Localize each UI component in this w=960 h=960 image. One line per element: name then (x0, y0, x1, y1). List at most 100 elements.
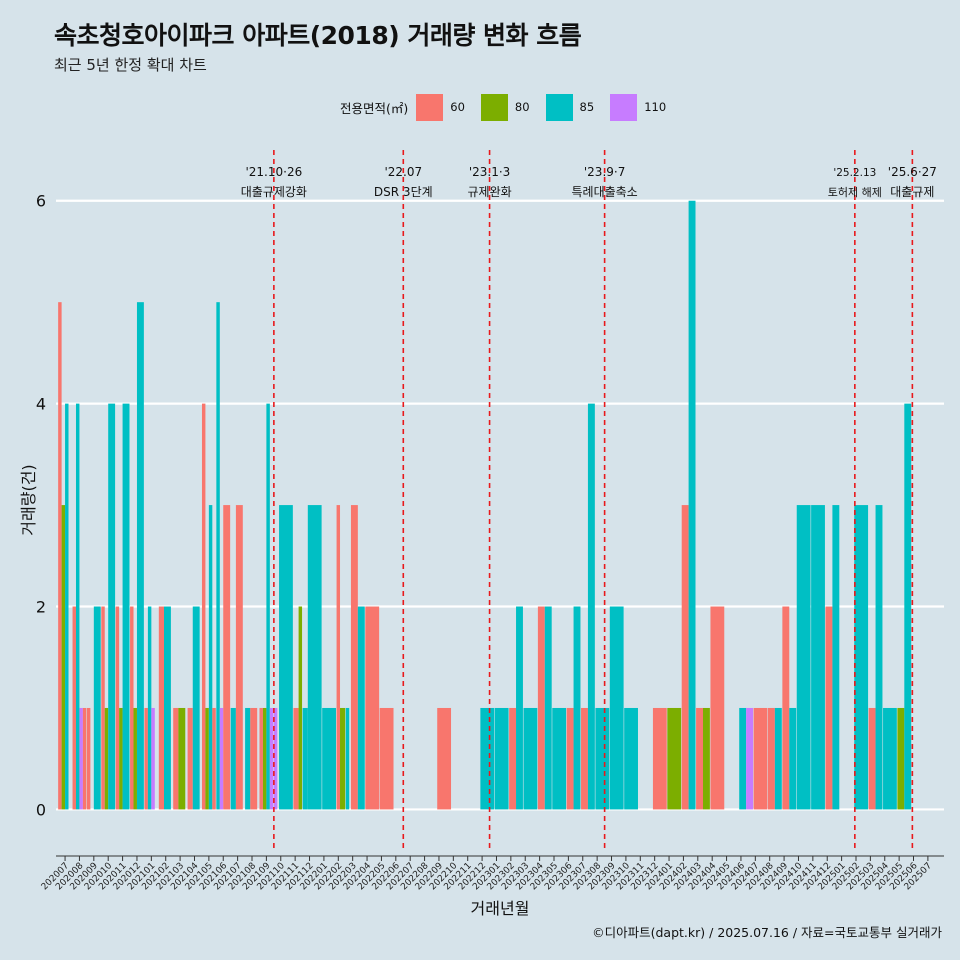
bar-202109-110-42 (269, 707, 274, 810)
bar-202412-85-90 (832, 505, 840, 810)
bar-202411-85-88 (811, 505, 825, 810)
bar-202011-80-14 (119, 707, 123, 810)
bar-202111-80-46 (298, 606, 303, 810)
bar-202301-85-59 (494, 707, 509, 810)
bar-202011-85-15 (122, 403, 130, 810)
bar-202109-60-39 (259, 707, 263, 810)
bar-202403-60-77 (696, 707, 703, 810)
legend-key-80 (480, 93, 508, 121)
bar-202403-80-78 (702, 707, 710, 810)
bar-202007-85-2 (65, 403, 69, 810)
bar-202504-85-94 (883, 707, 897, 810)
event-desc-label-2: 규제완화 (467, 185, 511, 199)
bar-202503-85-93 (875, 505, 883, 810)
bar-202409-60-85 (782, 606, 790, 810)
bar-202312-60-73 (652, 707, 667, 810)
bar-202205-60-56 (379, 707, 394, 810)
bar-202110-110-43 (273, 707, 278, 810)
event-date-label-4: '25.2.13 (833, 167, 876, 179)
bar-202304-60-63 (537, 606, 545, 810)
bar-202010-80-11 (104, 707, 109, 810)
y-tick-label-2: 2 (36, 598, 46, 617)
bar-202107-60-36 (235, 505, 243, 810)
bar-202402-85-76 (688, 200, 696, 810)
bar-202112-85-47 (302, 707, 308, 810)
bar-202008-60-7 (82, 707, 87, 810)
legend-item-60: 60 (416, 93, 477, 121)
bar-202409-85-86 (789, 707, 797, 810)
event-desc-label-4: 토허제 해제 (828, 185, 882, 199)
bar-202203-85-52 (345, 707, 350, 810)
bar-202502-85-91 (854, 505, 869, 810)
bar-202012-60-16 (130, 606, 134, 810)
bar-202401-80-74 (667, 707, 682, 810)
bar-202402-60-75 (681, 505, 689, 810)
bar-202209-60-57 (437, 707, 452, 810)
bar-202303-85-62 (523, 707, 538, 810)
bar-202408-60-83 (767, 707, 775, 810)
bar-202107-85-35 (230, 707, 236, 810)
bar-202106-60-34 (223, 505, 231, 810)
legend-key-60 (416, 93, 444, 121)
bar-202406-85-80 (739, 707, 747, 810)
bar-202203-60-53 (350, 505, 358, 810)
bar-202307-60-68 (581, 707, 588, 810)
bar-202009-60-8 (86, 707, 91, 810)
bar-202304-85-64 (544, 606, 552, 810)
y-tick-label-6: 6 (36, 192, 46, 211)
bar-202007-80-1 (61, 505, 66, 810)
y-tick-label-4: 4 (36, 395, 46, 414)
bar-202105-60-31 (212, 707, 216, 810)
bar-202412-60-89 (825, 606, 833, 810)
bar-202009-85-9 (93, 606, 101, 810)
bars (58, 200, 912, 810)
bar-202106-110-33 (219, 707, 224, 810)
event-date-label-2: '23.1·3 (469, 165, 510, 179)
bar-202105-80-29 (205, 707, 209, 810)
x-axis-title: 거래년월 (471, 899, 530, 918)
bar-202110-85-44 (279, 505, 293, 810)
y-tick-label-0: 0 (36, 800, 46, 819)
bar-202108-60-38 (250, 707, 258, 810)
bar-202201-85-49 (322, 707, 336, 810)
bar-202008-110-6 (79, 707, 83, 810)
bar-202008-60-4 (72, 606, 76, 810)
legend-item-80: 80 (480, 93, 542, 121)
bar-202310-85-72 (624, 707, 638, 810)
bar-202007-60-0 (58, 302, 62, 810)
legend-label-60: 60 (450, 100, 465, 114)
bar-202307-85-69 (587, 403, 595, 810)
bar-202008-85-5 (75, 403, 80, 810)
bar-202404-60-79 (710, 606, 725, 810)
legend-label-85: 85 (579, 100, 595, 114)
bar-202012-85-18 (136, 302, 144, 810)
legend-key-110 (610, 93, 638, 121)
bar-202104-60-26 (187, 707, 193, 810)
bar-202102-85-23 (163, 606, 171, 810)
event-desc-label-0: 대출규제강화 (241, 185, 307, 199)
bar-202101-85-20 (147, 606, 152, 810)
event-date-label-1: '22.07 (384, 165, 422, 179)
event-date-label-3: '23.9·7 (584, 165, 625, 179)
bar-202306-60-66 (566, 707, 574, 810)
event-date-label-0: '21.10·26 (245, 165, 302, 179)
bar-202203-85-54 (357, 606, 365, 810)
legend-item-110: 110 (610, 93, 678, 121)
legend-key-85 (545, 93, 573, 121)
bar-202103-60-24 (173, 707, 179, 810)
bar-202410-85-87 (796, 505, 811, 810)
bar-202102-60-22 (158, 606, 164, 810)
bar-202407-60-82 (753, 707, 768, 810)
legend-title: 전용면적(㎡) (340, 100, 409, 116)
bar-202012-80-17 (133, 707, 137, 810)
legend: 전용면적(㎡) 60 80 85 110 (340, 93, 682, 121)
bar-202105-85-30 (208, 505, 213, 810)
bar-202011-60-13 (115, 606, 120, 810)
bar-202105-60-28 (201, 403, 206, 810)
bar-202309-85-71 (609, 606, 624, 810)
bar-202104-85-27 (192, 606, 200, 810)
bar-202106-85-32 (216, 302, 220, 810)
bar-202010-85-12 (108, 403, 116, 810)
y-axis-title: 거래량(건) (19, 464, 38, 535)
